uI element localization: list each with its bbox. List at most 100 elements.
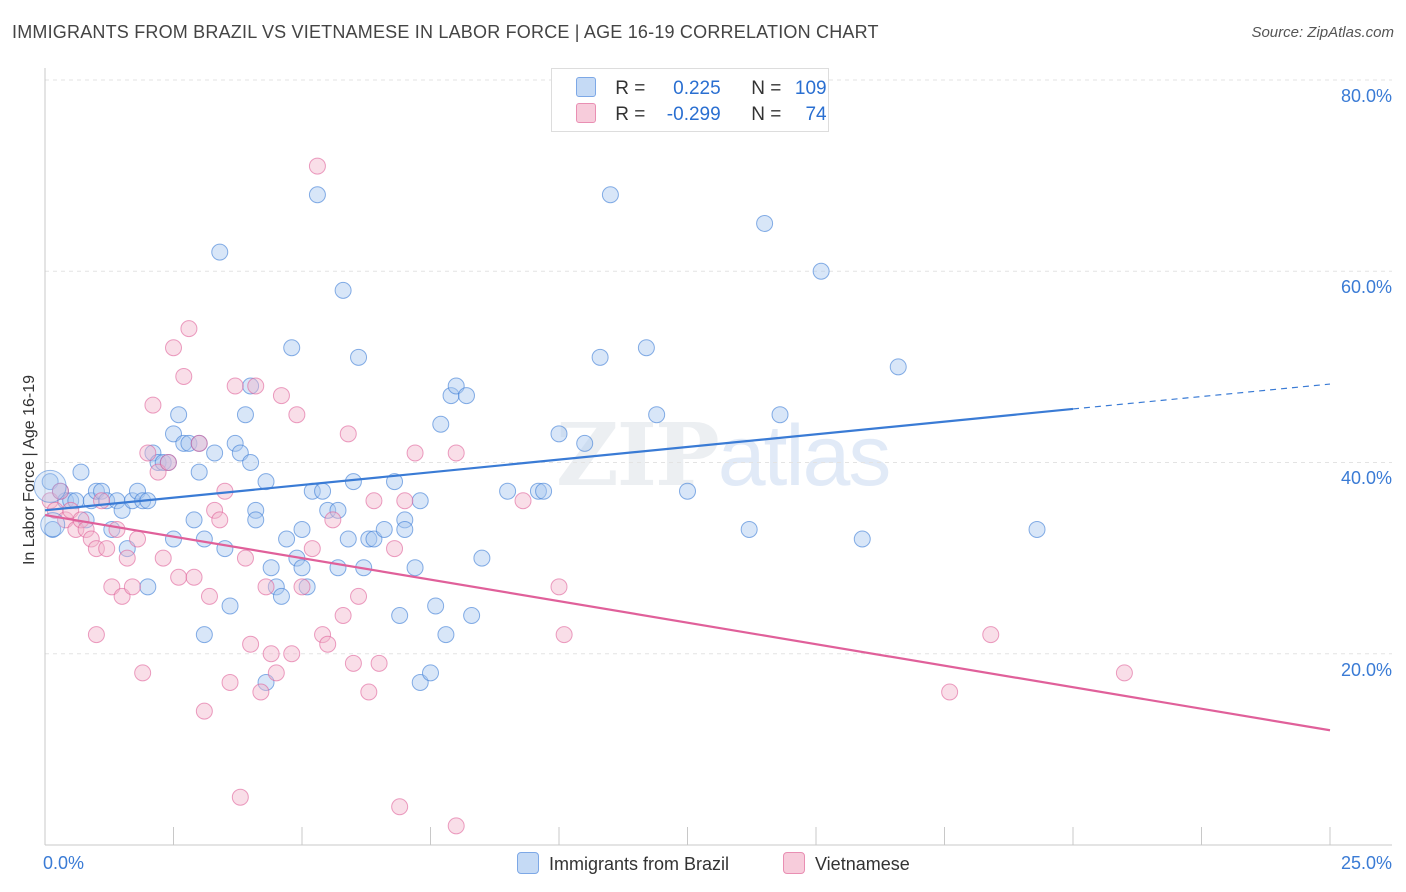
x-tick-max: 25.0% (1340, 853, 1392, 873)
brazil-point (175, 434, 193, 452)
brazil-point (457, 387, 475, 405)
brazil-point (314, 482, 332, 500)
bottom-legend-brazil[interactable]: Immigrants from Brazil (517, 852, 729, 875)
vietnamese-point (165, 339, 182, 357)
vietnamese-point (82, 530, 100, 548)
brazil-point (195, 626, 213, 644)
brazil-point (889, 358, 907, 376)
brazil-point (591, 348, 609, 366)
vietnamese-point (242, 635, 260, 653)
vietnamese-point (170, 568, 188, 586)
brazil-point (396, 520, 414, 538)
brazil-point (576, 434, 594, 452)
brazil-point (293, 559, 311, 577)
bottom-legend-vietnamese[interactable]: Vietnamese (783, 852, 910, 875)
vietnamese-point (982, 626, 1000, 644)
vietnamese-point (190, 434, 208, 452)
brazil-point (247, 511, 265, 529)
brazil-point (499, 482, 517, 500)
stats-legend: R = 0.225 N = 109 R = -0.299 N = 74 (551, 68, 829, 132)
bottom-legend-vietnamese-label: Vietnamese (815, 854, 910, 874)
brazil-point (221, 597, 239, 615)
vietnamese-point (406, 444, 424, 462)
brazil-point (185, 511, 203, 529)
brazil-point (267, 578, 285, 596)
vietnamese-point (447, 444, 465, 462)
brazil-point (242, 454, 260, 471)
vietnamese-point (231, 788, 249, 806)
brazil-point (535, 482, 553, 500)
brazil-point (648, 406, 666, 424)
vietnamese-point (206, 501, 224, 519)
brazil-point (411, 492, 429, 510)
vietnamese-point (941, 683, 959, 701)
vietnamese-point (396, 492, 414, 510)
y-tick-20: 20.0% (1340, 660, 1392, 680)
brazil-point (406, 559, 424, 577)
brazil-point (211, 243, 229, 261)
brazil-point (298, 578, 316, 596)
brazil-point (550, 425, 568, 443)
brazil-point (391, 607, 409, 624)
r-label: R = (615, 104, 646, 125)
brazil-point (93, 482, 111, 500)
source-label: Source: ZipAtlas.com (1251, 24, 1394, 41)
brazil-point (247, 501, 265, 519)
brazil-point (226, 434, 244, 452)
brazil-point (756, 214, 774, 232)
brazil-point (195, 530, 213, 548)
vietnamese-point (360, 683, 378, 701)
vietnamese-point (267, 664, 285, 682)
vietnamese-point (139, 444, 157, 462)
vietnamese-point (211, 511, 229, 529)
brazil-point (360, 530, 378, 548)
vietnamese-trend-line (44, 514, 1331, 732)
vietnamese-point (252, 683, 270, 701)
r-value-brazil: 0.225 (673, 78, 721, 99)
brazil-point (206, 444, 224, 462)
legend-row-vietnamese: R = -0.299 N = 74 (576, 103, 827, 126)
brazil-point (812, 262, 830, 280)
vietnamese-point (550, 578, 568, 596)
vietnamese-point (154, 549, 172, 567)
brazil-point (154, 454, 172, 471)
n-label: N = (751, 78, 782, 99)
vietnamese-point (226, 377, 244, 395)
brazil-point (529, 482, 547, 500)
n-value-brazil: 109 (794, 78, 827, 99)
brazil-point (242, 377, 260, 395)
brazil-point (344, 473, 362, 491)
y-axis-title: In Labor Force | Age 16-19 (21, 374, 38, 566)
bottom-legend-brazil-label: Immigrants from Brazil (549, 854, 730, 874)
brazil-point (40, 512, 66, 538)
vietnamese-point (134, 664, 152, 682)
vietnamese-point (370, 654, 388, 672)
vietnamese-point (386, 540, 404, 558)
chart-title: IMMIGRANTS FROM BRAZIL VS VIETNAMESE IN … (12, 22, 879, 42)
brazil-point (771, 406, 789, 424)
vietnamese-point (339, 425, 357, 443)
vietnamese-point (98, 540, 116, 558)
vietnamese-point (350, 587, 368, 605)
brazil-point (33, 469, 67, 503)
r-label: R = (615, 78, 646, 99)
brazil-point (679, 482, 696, 500)
vietnamese-point (185, 568, 203, 586)
brazil-point (637, 339, 655, 357)
brazil-point (216, 540, 234, 558)
vietnamese-point (447, 817, 465, 835)
vietnamese-point (344, 654, 362, 672)
y-tick-60: 60.0% (1340, 277, 1392, 297)
vietnamese-point (195, 702, 213, 720)
brazil-point (422, 664, 439, 682)
brazil-point (339, 530, 357, 548)
vietnamese-point (247, 377, 265, 395)
vietnamese-point (123, 578, 141, 596)
y-tick-40: 40.0% (1340, 468, 1392, 488)
brazil-point (432, 415, 450, 433)
brazil-point (375, 520, 393, 538)
brazil-point (72, 463, 90, 481)
brazil-point (329, 501, 347, 519)
vietnamese-swatch (576, 103, 596, 123)
brazil-point (396, 511, 414, 529)
